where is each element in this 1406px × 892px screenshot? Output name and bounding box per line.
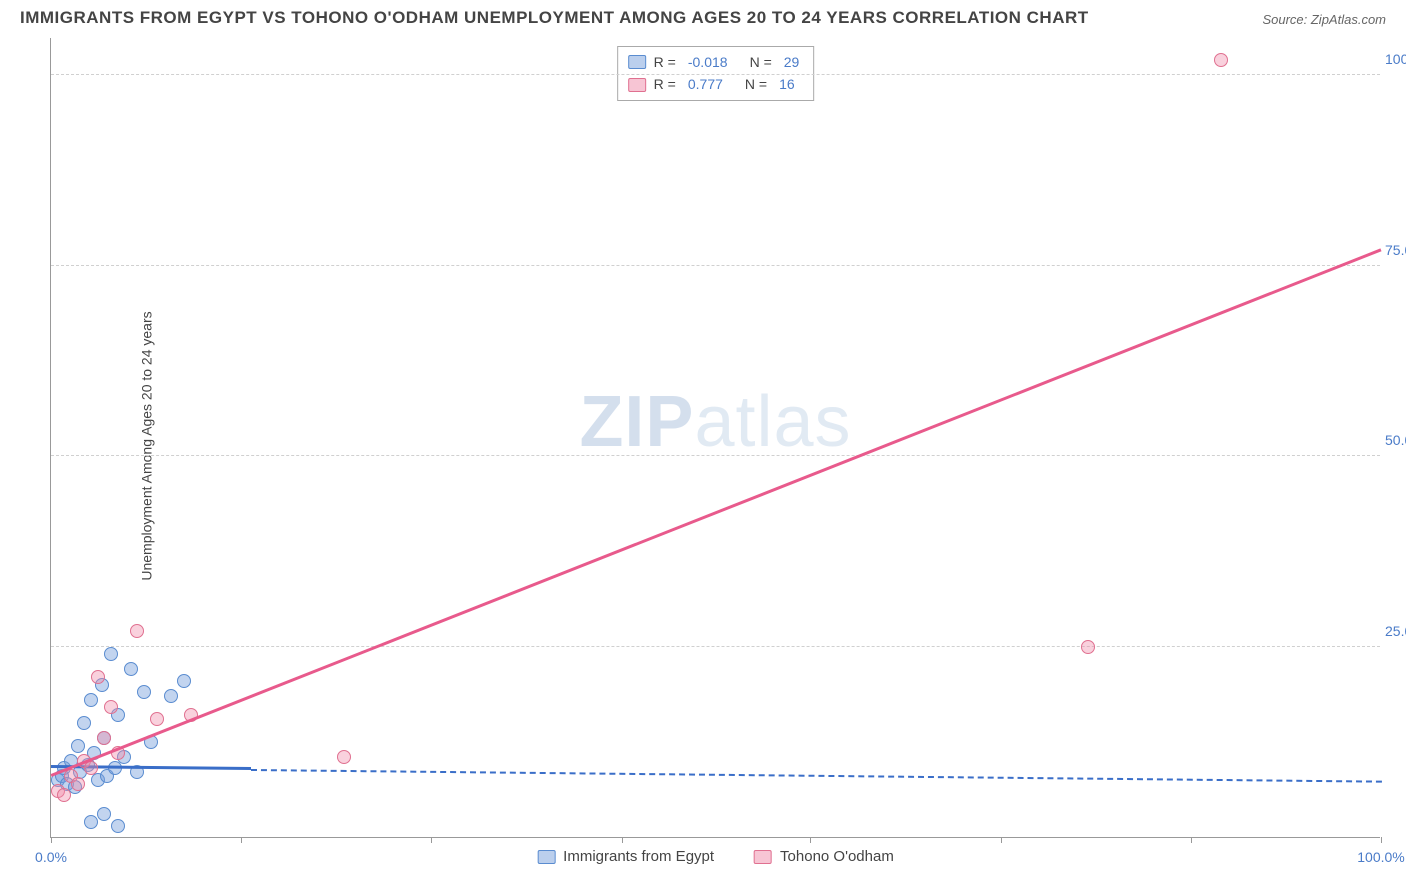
data-point (177, 674, 191, 688)
x-tick (51, 837, 52, 843)
data-point (164, 689, 178, 703)
legend-label: Immigrants from Egypt (563, 848, 714, 865)
data-point (137, 685, 151, 699)
legend-label: Tohono O'odham (780, 848, 894, 865)
data-point (84, 693, 98, 707)
x-tick-label: 0.0% (35, 849, 67, 865)
gridline (51, 265, 1380, 266)
legend-item: Immigrants from Egypt (537, 848, 714, 865)
legend-swatch (628, 78, 646, 92)
data-point (111, 819, 125, 833)
r-label: R = (654, 73, 676, 95)
data-point (84, 815, 98, 829)
x-tick (1381, 837, 1382, 843)
x-tick (241, 837, 242, 843)
source-label: Source: ZipAtlas.com (1262, 12, 1386, 27)
data-point (84, 761, 98, 775)
data-point (71, 739, 85, 753)
r-value: -0.018 (684, 51, 732, 73)
scatter-plot: ZIPatlas R =-0.018N =29R =0.777N =16 Imm… (50, 38, 1380, 838)
watermark: ZIPatlas (579, 381, 851, 463)
y-tick-label: 75.0% (1385, 242, 1406, 258)
data-point (77, 716, 91, 730)
legend-row: R = 0.777 N = 16 (628, 73, 804, 95)
y-tick-label: 100.0% (1385, 51, 1406, 67)
data-point (104, 647, 118, 661)
data-point (57, 788, 71, 802)
n-value: 16 (775, 73, 799, 95)
data-point (97, 807, 111, 821)
x-tick (431, 837, 432, 843)
r-value: 0.777 (684, 73, 727, 95)
n-label: N = (745, 73, 767, 95)
legend-item: Tohono O'odham (754, 848, 894, 865)
data-point (91, 670, 105, 684)
x-tick (1191, 837, 1192, 843)
data-point (104, 700, 118, 714)
y-tick-label: 50.0% (1385, 432, 1406, 448)
x-tick (810, 837, 811, 843)
data-point (71, 777, 85, 791)
n-value: 29 (780, 51, 804, 73)
legend-swatch (754, 850, 772, 864)
chart-title: IMMIGRANTS FROM EGYPT VS TOHONO O'ODHAM … (20, 8, 1089, 28)
data-point (124, 662, 138, 676)
legend-row: R = -0.018 N = 29 (628, 51, 804, 73)
data-point (1214, 53, 1228, 67)
x-tick (622, 837, 623, 843)
trend-line (51, 248, 1382, 776)
data-point (337, 750, 351, 764)
series-legend: Immigrants from Egypt Tohono O'odham (537, 848, 894, 865)
y-tick-label: 25.0% (1385, 623, 1406, 639)
legend-swatch (537, 850, 555, 864)
data-point (1081, 640, 1095, 654)
x-tick (1001, 837, 1002, 843)
legend-swatch (628, 55, 646, 69)
gridline (51, 646, 1380, 647)
data-point (150, 712, 164, 726)
gridline (51, 455, 1380, 456)
data-point (97, 731, 111, 745)
data-point (130, 624, 144, 638)
trend-line-extension (250, 769, 1381, 783)
r-label: R = (654, 51, 676, 73)
x-tick-label: 100.0% (1357, 849, 1404, 865)
gridline (51, 74, 1380, 75)
n-label: N = (750, 51, 772, 73)
